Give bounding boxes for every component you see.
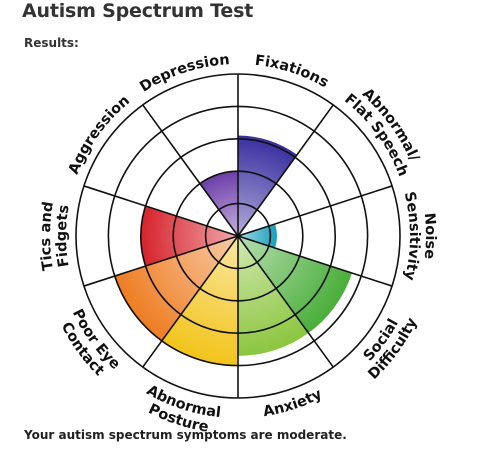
category-label: Noise xyxy=(421,212,438,260)
sector-fixations xyxy=(238,135,298,236)
grid-spoke xyxy=(237,235,393,287)
grid-spoke xyxy=(237,235,334,368)
grid-spoke xyxy=(237,185,393,237)
result-summary: Your autism spectrum symptoms are modera… xyxy=(24,428,347,442)
grid-layer xyxy=(75,73,401,399)
category-label: Anxiety xyxy=(262,386,325,420)
grid-spoke xyxy=(142,235,239,368)
grid-spoke xyxy=(83,235,239,287)
results-label: Results: xyxy=(24,36,79,50)
sector-abnormal-posture xyxy=(161,236,238,366)
sectors-layer xyxy=(114,135,353,366)
grid-spoke xyxy=(142,104,239,237)
category-label: Sensitivity xyxy=(401,190,422,282)
category-label: Fixations xyxy=(254,53,331,91)
category-label: Depression xyxy=(137,52,230,95)
category-label: Fidgets xyxy=(54,204,73,268)
sector-noise-sensitivity xyxy=(238,223,277,249)
sector-anxiety xyxy=(238,236,309,356)
sector-social-difficulty xyxy=(238,236,353,333)
sector-depression xyxy=(199,171,238,236)
sector-poor-eye-contact xyxy=(114,236,238,341)
grid-spoke xyxy=(237,104,334,237)
grid-spoke xyxy=(83,185,239,237)
category-label: Tics and xyxy=(38,200,57,271)
category-label: Aggression xyxy=(66,93,133,177)
sector-tics-and-fidgets xyxy=(140,205,238,267)
page-title: Autism Spectrum Test xyxy=(22,0,254,22)
